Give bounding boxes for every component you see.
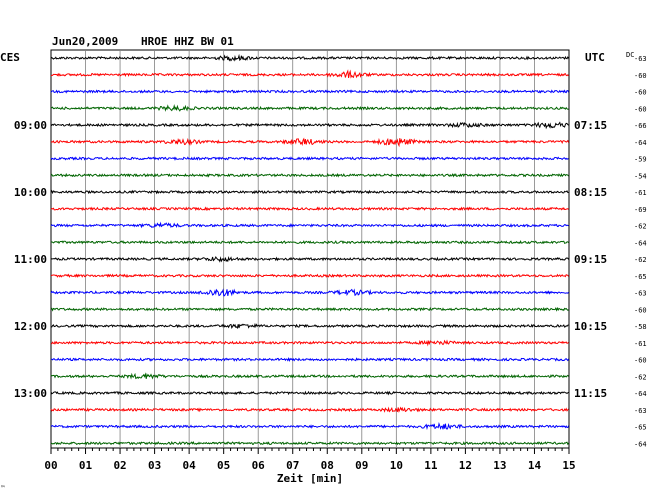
x-tick-label-6: 06: [252, 459, 266, 472]
trace-8: [50, 189, 569, 195]
chart-station: HROE HHZ BW 01: [141, 35, 234, 48]
dc-offset-2: -60: [634, 89, 647, 97]
dc-offset-13: -65: [634, 273, 647, 281]
trace-17: [50, 339, 569, 347]
x-tick-label-15: 15: [562, 459, 575, 472]
dc-offset-22: -65: [634, 424, 647, 432]
left-timezone-label: CES: [0, 51, 20, 64]
dc-offset-labels: -63 -60 -60 -60 -66 -64 -59 -54 -61 -69 -62 -64 -62 -…: [634, 55, 647, 448]
trace-9: [50, 206, 569, 212]
time-gridlines: [50, 49, 570, 449]
x-tick-label-3: 03: [148, 459, 161, 472]
x-tick-label-4: 04: [183, 459, 197, 472]
left-hour-labels: 09:00 10:00 11:00 12:00 13:00: [14, 119, 47, 400]
dc-offset-15: -60: [634, 306, 647, 314]
dc-offset-8: -61: [634, 189, 647, 197]
left-hour-label-4: 13:00: [14, 387, 47, 400]
dc-offset-3: -60: [634, 105, 647, 113]
left-hour-label-1: 10:00: [14, 186, 47, 199]
dc-offset-18: -60: [634, 357, 647, 365]
dc-offset-5: -64: [634, 139, 647, 147]
dc-offset-11: -64: [634, 239, 647, 247]
x-tick-label-13: 13: [493, 459, 506, 472]
dc-offset-7: -54: [634, 172, 647, 180]
dc-offset-14: -63: [634, 290, 647, 298]
trace-4: [50, 121, 569, 130]
trace-0: [50, 53, 570, 62]
right-hour-labels: 07:15 08:15 09:15 10:15 11:15: [574, 119, 607, 400]
dc-header-label: DC: [626, 51, 634, 59]
right-hour-label-2: 09:15: [574, 253, 607, 266]
trace-16: [50, 322, 569, 330]
trace-22: [50, 422, 570, 431]
right-hour-label-3: 10:15: [574, 320, 607, 333]
left-hour-label-0: 09:00: [14, 119, 47, 132]
trace-23: [50, 441, 570, 446]
dc-offset-12: -62: [634, 256, 647, 264]
dc-offset-10: -62: [634, 223, 647, 231]
trace-14: [50, 288, 569, 297]
trace-20: [50, 390, 569, 396]
x-tick-label-2: 02: [113, 459, 126, 472]
trace-18: [50, 357, 570, 362]
dc-offset-4: -66: [634, 122, 647, 130]
right-hour-label-1: 08:15: [574, 186, 607, 199]
dc-offset-16: -58: [634, 323, 647, 331]
x-tick-label-12: 12: [459, 459, 472, 472]
trace-6: [50, 156, 569, 161]
x-tick-label-14: 14: [528, 459, 542, 472]
trace-15: [50, 306, 569, 312]
right-hour-label-0: 07:15: [574, 119, 607, 132]
x-tick-label-0: 00: [44, 459, 57, 472]
x-tick-label-11: 11: [424, 459, 438, 472]
x-tick-label-8: 08: [321, 459, 334, 472]
dc-offset-21: -63: [634, 407, 647, 415]
trace-13: [50, 273, 570, 279]
x-tick-label-10: 10: [390, 459, 403, 472]
left-hour-label-3: 12:00: [14, 320, 47, 333]
dc-offset-6: -59: [634, 156, 647, 164]
trace-5: [50, 137, 570, 148]
x-tick-label-5: 05: [217, 459, 230, 472]
x-tick-label-9: 09: [355, 459, 368, 472]
seismic-traces: [50, 53, 570, 446]
trace-19: [50, 372, 569, 380]
x-axis: 00 01 02 03 04 05 06 07 08 09 10 11 12 13 14 15: [44, 448, 576, 472]
trace-2: [50, 89, 570, 94]
corner-mark: ™: [1, 485, 5, 492]
right-hour-label-4: 11:15: [574, 387, 607, 400]
dc-offset-1: -60: [634, 72, 647, 80]
dc-offset-17: -61: [634, 340, 647, 348]
dc-offset-23: -64: [634, 440, 647, 448]
trace-10: [50, 221, 569, 229]
trace-1: [50, 69, 569, 79]
trace-21: [50, 406, 569, 413]
chart-date: Jun20,2009: [52, 35, 118, 48]
x-tick-label-7: 07: [286, 459, 299, 472]
left-hour-label-2: 11:00: [14, 253, 47, 266]
plot-frame: [50, 49, 570, 449]
dc-offset-19: -62: [634, 373, 647, 381]
x-axis-label: Zeit [min]: [277, 472, 343, 485]
trace-12: [50, 255, 570, 263]
dc-offset-0: -63: [634, 55, 647, 63]
dc-offset-9: -69: [634, 206, 647, 214]
dc-offset-20: -64: [634, 390, 647, 398]
x-tick-label-1: 01: [79, 459, 93, 472]
trace-11: [50, 239, 569, 245]
right-timezone-label: UTC: [585, 51, 605, 64]
trace-7: [50, 172, 569, 178]
trace-3: [50, 104, 569, 112]
